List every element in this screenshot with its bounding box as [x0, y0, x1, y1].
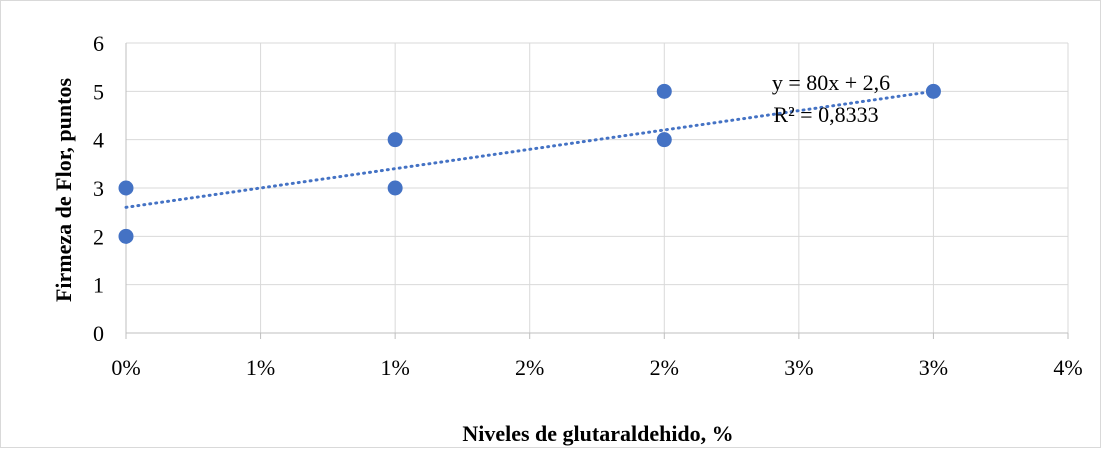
x-tick-label: 3% [919, 355, 948, 380]
x-tick-label: 4% [1053, 355, 1082, 380]
x-axis-title: Niveles de glutaraldehido, % [462, 421, 733, 446]
data-point [387, 180, 403, 196]
x-tick-label: 1% [246, 355, 275, 380]
x-tick-label: 0% [111, 355, 140, 380]
y-tick-label: 5 [93, 79, 104, 104]
x-tick-label: 2% [650, 355, 679, 380]
y-tick-label: 6 [93, 31, 104, 56]
data-points [118, 83, 941, 244]
x-tick-label: 2% [515, 355, 544, 380]
data-point [387, 132, 403, 148]
y-tick-label: 1 [93, 273, 104, 298]
axes [125, 43, 1069, 339]
trendline-equation: y = 80x + 2,6 [772, 70, 890, 95]
y-tick-label: 0 [93, 321, 104, 346]
x-tick-label: 3% [784, 355, 813, 380]
data-point [925, 83, 941, 99]
data-point [656, 132, 672, 148]
y-tick-label: 4 [93, 128, 104, 153]
trendline-path [124, 89, 935, 209]
y-tick-label: 3 [93, 176, 104, 201]
y-axis-title: Firmeza de Flor, puntos [51, 78, 76, 302]
data-point [656, 83, 672, 99]
x-tick-label: 1% [380, 355, 409, 380]
trendline-r-squared: R² = 0,8333 [773, 102, 878, 127]
y-tick-label: 2 [93, 224, 104, 249]
data-point [118, 180, 134, 196]
tick-labels: 0 1 2 3 4 5 6 0% 1% 1% 2% 2% 3% 3% 4% [93, 31, 1083, 380]
grid-lines [126, 42, 1069, 333]
data-point [118, 228, 134, 244]
trendline [124, 89, 935, 209]
